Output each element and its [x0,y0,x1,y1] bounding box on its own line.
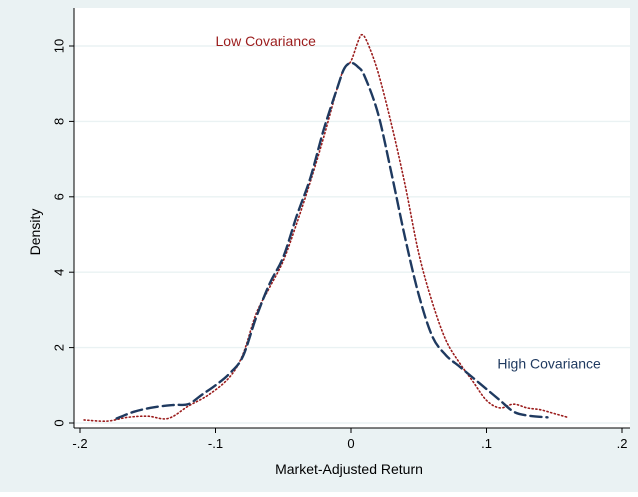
x-tick-label: -.2 [72,436,87,451]
y-tick-label: 10 [51,39,66,53]
low-covariance-line [83,33,569,423]
series-layer [83,33,569,423]
high-covariance-label: High Covariance [497,355,601,371]
y-tick-label: 6 [51,193,66,200]
x-ticks: -.2 -.1 0 .1 .2 [72,428,627,451]
y-tick-label: 4 [51,269,66,276]
y-tick-label: 0 [51,419,66,426]
x-tick-label: .2 [617,436,628,451]
plot-area [74,8,630,428]
low-covariance-label: Low Covariance [216,33,317,49]
grid-lines [74,45,630,424]
y-tick-label: 8 [51,118,66,125]
y-tick-label: 2 [51,344,66,351]
x-tick-label: 0 [347,436,354,451]
y-axis-title: Density [27,209,43,256]
x-tick-label: .1 [481,436,492,451]
x-axis-title: Market-Adjusted Return [275,461,423,477]
axes-layer [73,8,630,429]
y-ticks: 0 2 4 6 8 10 [51,39,74,427]
annotation-layer: Low Covariance High Covariance [216,33,602,371]
x-tick-label: -.1 [208,436,223,451]
high-covariance-line [115,61,549,420]
